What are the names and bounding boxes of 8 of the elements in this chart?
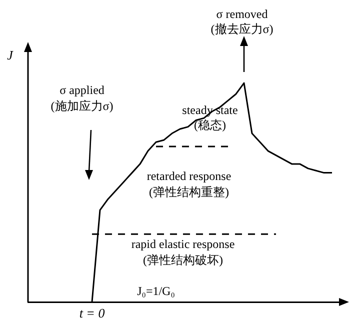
- text: σ removed (撤去应力σ): [210, 7, 274, 36]
- annotation: rapid elastic response (弹性结构破坏): [131, 237, 235, 268]
- annotation: retarded response (弹性结构重整): [146, 169, 232, 200]
- y-axis-title: J: [7, 47, 14, 62]
- annotation: steady state (稳态): [182, 103, 238, 132]
- annotation: J₀=1/G₀: [137, 284, 175, 298]
- text: t = 0: [79, 305, 106, 320]
- annotation: σ applied (施加应力σ): [50, 83, 114, 114]
